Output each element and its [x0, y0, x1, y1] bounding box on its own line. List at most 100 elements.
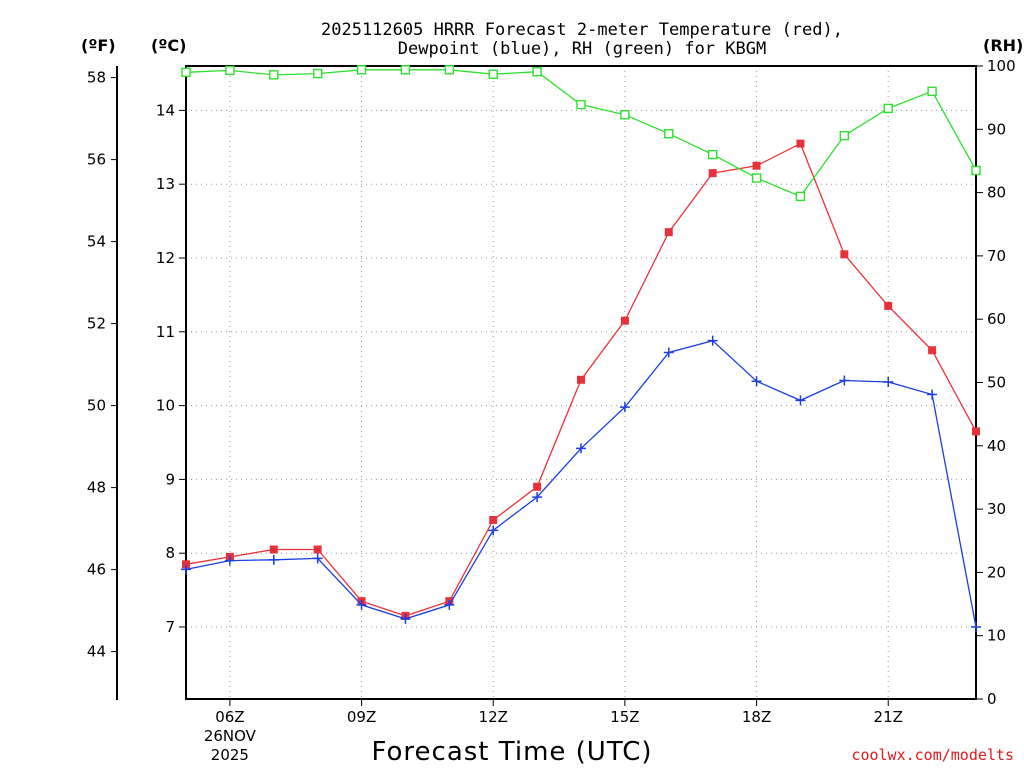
date-label: 26NOV	[204, 727, 257, 745]
relative-humidity-point	[927, 86, 937, 97]
celsius-tick-label: 8	[165, 544, 175, 562]
fahrenheit-tick-label: 58	[87, 69, 106, 87]
relative-humidity-point	[795, 191, 806, 202]
rh-tick-label: 20	[987, 563, 1006, 581]
dewpoint-point	[619, 402, 630, 413]
fahrenheit-tick-label: 44	[87, 643, 106, 661]
dewpoint-point	[488, 525, 499, 536]
relative-humidity-point	[751, 173, 762, 183]
temperature-point	[577, 375, 585, 384]
dewpoint-point	[576, 443, 586, 454]
rh-tick-label: 100	[987, 57, 1016, 75]
dewpoint-point	[181, 564, 191, 575]
temperature-point	[752, 161, 761, 170]
source-credit[interactable]: coolwx.com/modelts	[851, 746, 1014, 764]
relative-humidity-point	[181, 67, 191, 78]
dewpoint-point	[883, 376, 894, 387]
relative-humidity-point	[883, 103, 893, 114]
relative-humidity-point	[620, 110, 630, 120]
dewpoint-point	[927, 389, 938, 400]
rh-tick-label: 80	[987, 184, 1006, 202]
temperature-point	[972, 427, 980, 436]
time-tick-label: 18Z	[742, 708, 771, 726]
relative-humidity-point	[664, 129, 674, 139]
dewpoint-point	[751, 376, 762, 387]
temperature-point	[840, 250, 849, 259]
celsius-unit-label: (ºC)	[151, 36, 186, 55]
celsius-tick-label: 11	[156, 323, 175, 341]
temperature-point	[269, 545, 278, 554]
year-label: 2025	[211, 746, 249, 764]
relative-humidity-point	[488, 69, 498, 79]
time-tick-label: 12Z	[479, 708, 508, 726]
fahrenheit-tick-label: 52	[87, 315, 106, 333]
dewpoint-point	[795, 395, 806, 406]
rh-tick-label: 40	[987, 437, 1006, 455]
dewpoint-point	[971, 622, 981, 632]
fahrenheit-tick-label: 56	[87, 151, 106, 169]
relative-humidity-point	[576, 99, 586, 110]
fahrenheit-axis-ticks: 44 46 48 50 52 54 56 58	[87, 69, 117, 661]
rh-tick-label: 10	[987, 627, 1006, 645]
temperature-point	[796, 139, 805, 148]
relative-humidity-point	[839, 130, 850, 141]
time-tick-label: 06Z	[215, 708, 244, 726]
rh-tick-label: 70	[987, 247, 1006, 265]
temperature-point	[489, 515, 498, 524]
celsius-tick-label: 14	[156, 101, 175, 119]
dewpoint-point	[707, 335, 718, 346]
fahrenheit-tick-label: 54	[87, 233, 106, 251]
time-tick-label: 21Z	[874, 708, 903, 726]
time-tick-label: 09Z	[347, 708, 376, 726]
rh-tick-label: 90	[987, 120, 1006, 138]
fahrenheit-tick-label: 46	[87, 561, 106, 579]
rh-unit-label: (RH)	[983, 36, 1023, 55]
chart-title-line-1: 2025112605 HRRR Forecast 2-meter Tempera…	[321, 20, 843, 40]
dewpoint-point	[532, 492, 543, 503]
relative-humidity-line	[185, 69, 977, 198]
dewpoint-point	[444, 599, 455, 610]
time-tick-label: 15Z	[610, 708, 639, 726]
fahrenheit-tick-label: 50	[87, 397, 106, 415]
relative-humidity-series	[181, 65, 981, 202]
temperature-point	[708, 169, 717, 178]
relative-humidity-point	[707, 149, 718, 160]
temperature-point	[620, 316, 629, 325]
relative-humidity-point	[400, 65, 411, 75]
celsius-tick-label: 9	[165, 470, 175, 488]
celsius-tick-label: 7	[165, 618, 175, 636]
dewpoint-point	[400, 613, 411, 624]
temperature-point	[884, 301, 893, 310]
rh-tick-label: 30	[987, 500, 1006, 518]
fahrenheit-unit-label: (ºF)	[81, 36, 116, 55]
gridlines	[186, 66, 976, 699]
rh-tick-label: 0	[987, 690, 997, 708]
relative-humidity-point	[269, 70, 279, 80]
axis-ticks: 7 8 9 10 11 12 13 14 0 10 20 30 40 50 60 70 80 90 100 06Z26…	[156, 57, 1016, 764]
rh-tick-label: 50	[987, 374, 1006, 392]
dewpoint-point	[663, 347, 674, 358]
temperature-point	[664, 228, 673, 237]
temperature-point	[928, 346, 937, 355]
fahrenheit-tick-label: 48	[87, 479, 106, 497]
relative-humidity-point	[312, 68, 323, 79]
relative-humidity-point	[225, 65, 235, 76]
dewpoint-point	[224, 555, 235, 566]
celsius-tick-label: 10	[156, 397, 175, 415]
temperature-series	[182, 139, 980, 620]
temperature-point	[182, 560, 190, 569]
relative-humidity-point	[356, 65, 367, 75]
dewpoint-series	[181, 335, 981, 632]
rh-tick-label: 60	[987, 310, 1006, 328]
chart-title-line-2: Dewpoint (blue), RH (green) for KBGM	[398, 39, 766, 59]
celsius-tick-label: 13	[156, 175, 175, 193]
dewpoint-point	[839, 375, 850, 386]
dewpoint-point	[268, 554, 279, 565]
relative-humidity-point	[532, 66, 542, 77]
series-layer	[181, 65, 981, 632]
celsius-tick-label: 12	[156, 249, 175, 267]
temperature-point	[533, 482, 542, 491]
dewpoint-point	[312, 553, 323, 564]
relative-humidity-point	[971, 165, 981, 176]
